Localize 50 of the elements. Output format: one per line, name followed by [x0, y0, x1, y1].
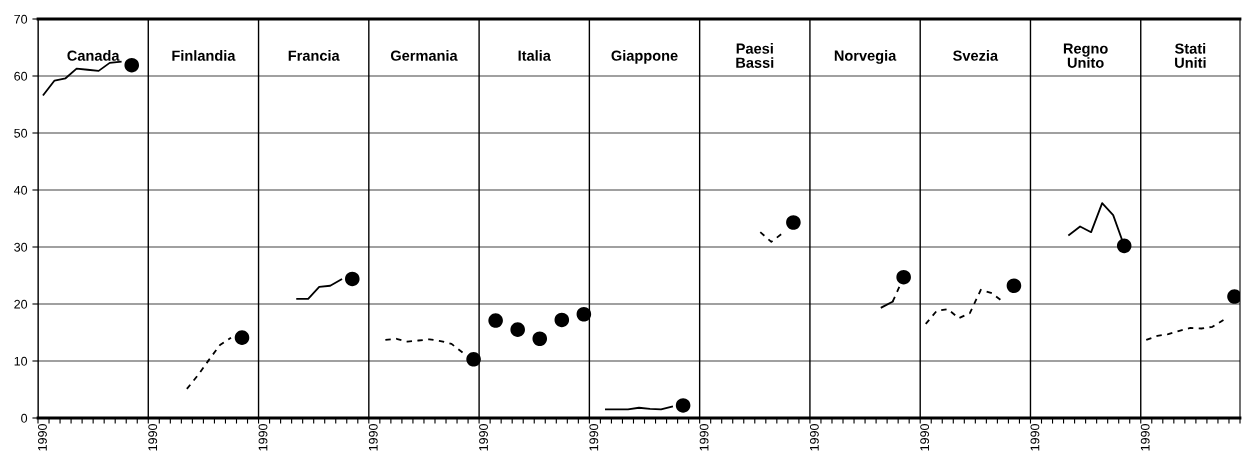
y-tick-label: 70 — [14, 14, 28, 24]
point — [234, 330, 250, 345]
y-tick-label: 10 — [14, 356, 28, 366]
x-tick-label: 1990 — [809, 424, 819, 451]
point — [532, 331, 548, 347]
annotation: Francia — [288, 50, 340, 61]
x-tick-label: 1990 — [479, 424, 488, 451]
annotation: Germania — [390, 50, 458, 61]
x-tick-label: 1990 — [1030, 424, 1040, 451]
annotation: Finlandia — [172, 50, 236, 61]
annotation: Canada — [67, 50, 120, 61]
y-tick-label: 60 — [14, 71, 28, 81]
point — [554, 312, 570, 328]
x-tick-label: 1990 — [258, 424, 268, 451]
point — [786, 215, 801, 230]
point — [345, 271, 360, 287]
annotation: Stati Uniti — [1175, 43, 1206, 68]
line-series — [1145, 319, 1225, 341]
x-tick-label: 1990 — [699, 424, 709, 451]
y-tick-label: 0 — [21, 413, 28, 423]
annotation: Giappone — [611, 50, 678, 64]
y-tick-label: 30 — [14, 242, 28, 252]
annotation: Norvegia — [834, 50, 897, 64]
point — [488, 313, 503, 328]
point — [124, 57, 140, 73]
point — [1006, 278, 1022, 294]
point — [466, 352, 481, 367]
y-tick-label: 50 — [14, 128, 28, 138]
line-series — [384, 337, 464, 354]
line-series — [924, 288, 1004, 325]
line-series — [296, 278, 343, 300]
point — [1116, 238, 1132, 254]
line-series — [185, 336, 232, 390]
x-tick-label: 1990 — [589, 424, 599, 451]
y-tick-label: 40 — [13, 185, 28, 195]
line-series — [42, 60, 122, 96]
annotation: Italia — [518, 50, 551, 61]
x-tick-label: 1990 — [38, 424, 47, 451]
x-tick-label: 1990 — [368, 424, 378, 451]
y-tick-label: 20 — [14, 299, 28, 309]
x-tick-label: 1990 — [148, 424, 158, 451]
annotation: Paesi Bassi — [736, 43, 774, 68]
x-tick-label: 1990 — [1140, 424, 1150, 451]
point — [510, 322, 525, 337]
x-tick-label: 1990 — [920, 424, 930, 451]
point — [675, 398, 691, 413]
annotation: Svezia — [953, 50, 999, 61]
annotation: Regno Unito — [1063, 43, 1108, 68]
point — [576, 306, 592, 322]
point — [896, 269, 911, 285]
